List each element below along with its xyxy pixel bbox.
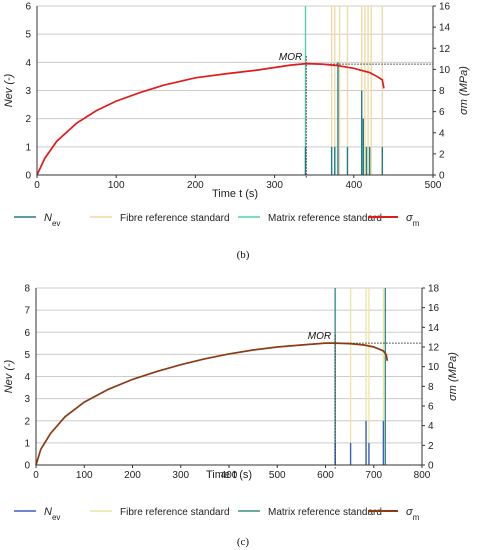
y-right-tick-label: 12 [428, 343, 440, 354]
x-tick-label: 100 [76, 470, 93, 481]
y-right-axis-label: σm (MPa) [458, 66, 470, 115]
y-right-tick-label: 14 [428, 323, 440, 334]
x-tick-label: 400 [221, 470, 238, 481]
legend-label-nev: Nev [44, 212, 60, 228]
y-right-tick-label: 0 [428, 461, 434, 472]
y-right-tick-label: 6 [428, 402, 434, 413]
legend-label-main: Fibre reference standard [120, 507, 230, 518]
y-left-tick-label: 0 [25, 171, 31, 182]
x-tick-label: 0 [34, 180, 40, 191]
y-left-axis-label: Nev (-) [3, 73, 15, 107]
x-tick-label: 300 [172, 470, 189, 481]
y-right-tick-label: 6 [439, 107, 445, 118]
y-right-tick-label: 2 [428, 441, 434, 452]
y-right-tick-label: 4 [428, 421, 434, 432]
legend-label-sub: ev [52, 513, 60, 522]
x-tick-label: 200 [187, 180, 204, 191]
y-left-tick-label: 1 [25, 142, 31, 153]
x-axis-label: Time t (s) [212, 188, 258, 200]
legend-label-sub: m [413, 513, 420, 522]
x-tick-label: 0 [33, 470, 39, 481]
legend-label-sigma: σm [406, 212, 420, 228]
y-right-tick-label: 18 [428, 284, 440, 295]
y-left-tick-label: 4 [25, 58, 31, 69]
y-left-tick-label: 3 [25, 86, 31, 97]
sigma-series-line [35, 342, 389, 466]
y-right-tick-label: 10 [428, 362, 440, 373]
y-left-tick-label: 2 [24, 416, 30, 427]
x-tick-label: 100 [108, 180, 125, 191]
legend-label-main: N [44, 506, 52, 518]
x-tick-label: 300 [266, 180, 283, 191]
x-tick-label: 800 [414, 470, 431, 481]
y-left-axis-label: Nev (-) [3, 359, 15, 393]
legend-label-fibre: Fibre reference standard [120, 507, 230, 518]
y-right-tick-label: 8 [439, 86, 445, 97]
x-axis-label: Time t (s) [206, 469, 252, 481]
y-right-tick-label: 4 [439, 128, 445, 139]
mor-annotation: MOR [308, 331, 331, 342]
legend-label-sub: ev [52, 219, 60, 228]
y-left-tick-label: 5 [25, 30, 31, 41]
x-tick-label: 200 [124, 470, 141, 481]
y-right-axis-label: σm (MPa) [447, 352, 459, 401]
x-tick-label: 600 [317, 470, 334, 481]
y-right-tick-label: 16 [439, 2, 451, 13]
y-left-tick-label: 6 [25, 2, 31, 13]
mor-annotation: MOR [279, 52, 302, 63]
panel-b-chart: 0 100 200 300 400 50001234560246810121416Time… [3, 2, 470, 262]
y-right-tick-label: 10 [439, 65, 451, 76]
y-left-tick-label: 7 [24, 306, 30, 317]
y-left-tick-label: 0 [24, 461, 30, 472]
y-left-tick-label: 5 [24, 350, 30, 361]
legend-label-matrix: Matrix reference standard [268, 507, 382, 518]
legend-label-fibre: Fibre reference standard [120, 213, 230, 224]
legend-label-main: Matrix reference standard [268, 507, 382, 518]
legend-label-nev: Nev [44, 506, 60, 522]
x-tick-label: 500 [425, 180, 442, 191]
y-left-tick-label: 1 [24, 438, 30, 449]
x-tick-label: 700 [365, 470, 382, 481]
y-left-tick-label: 4 [24, 372, 30, 383]
legend-label-main: Matrix reference standard [268, 213, 382, 224]
legend-label-main: Fibre reference standard [120, 213, 230, 224]
y-left-tick-label: 6 [24, 328, 30, 339]
x-tick-label: 500 [269, 470, 286, 481]
y-right-tick-label: 16 [428, 303, 440, 314]
legend-label-main: N [44, 212, 52, 224]
y-right-tick-label: 8 [428, 382, 434, 393]
panel-c-chart: 0 100 200 300 400 500 600 700 800012345678024681… [3, 284, 459, 549]
panel-label: (c) [237, 536, 250, 548]
y-left-tick-label: 2 [25, 114, 31, 125]
y-left-tick-label: 8 [24, 284, 30, 295]
y-right-tick-label: 2 [439, 149, 445, 160]
y-right-tick-label: 14 [439, 23, 451, 34]
sigma-series-line [36, 62, 385, 176]
y-left-tick-label: 3 [24, 394, 30, 405]
legend-label-sigma: σm [406, 506, 420, 522]
panel-label: (b) [237, 249, 250, 261]
legend-label-sub: m [413, 219, 420, 228]
legend-label-main: σ [406, 212, 413, 224]
legend-label-main: σ [406, 506, 413, 518]
legend-label-matrix: Matrix reference standard [268, 213, 382, 224]
x-tick-label: 400 [345, 180, 362, 191]
y-right-tick-label: 0 [439, 171, 445, 182]
y-right-tick-label: 12 [439, 44, 451, 55]
